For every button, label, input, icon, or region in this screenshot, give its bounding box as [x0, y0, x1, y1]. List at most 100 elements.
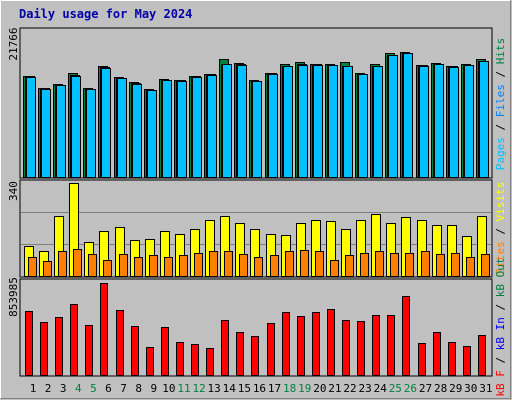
day-label: 1 — [30, 382, 37, 395]
pages-bar — [373, 66, 383, 178]
pages-bar — [449, 67, 459, 178]
sites-bar — [375, 251, 384, 277]
kbf-bar — [342, 320, 350, 376]
kbf-bar — [25, 311, 33, 376]
sites-bar — [405, 253, 414, 277]
day-label: 24 — [374, 382, 388, 395]
sites-bar — [164, 257, 173, 277]
top-legend: Pages / Files / Hits — [494, 38, 507, 171]
bot-legend: kB F / kB In / kB Out — [494, 257, 507, 396]
sites-bar — [421, 251, 430, 277]
day-label: 27 — [419, 382, 432, 395]
pages-bar — [192, 77, 202, 178]
kbf-bar — [251, 336, 259, 376]
day-label: 13 — [208, 382, 221, 395]
sites-bar — [134, 257, 143, 277]
sites-bar — [149, 255, 158, 277]
pages-bar — [71, 76, 81, 178]
kbf-bar — [297, 316, 305, 376]
sites-bar — [451, 253, 460, 277]
kbf-bar — [236, 332, 244, 376]
kbf-bar — [161, 327, 169, 376]
top-max-label: 21766 — [7, 27, 20, 60]
kbf-bar — [463, 346, 471, 376]
sites-bar — [239, 254, 248, 277]
kbf-bar — [55, 317, 63, 376]
chart-marks: 1 2 3 4 5 6 7 8 9 10 11 12 13 14 15 16 17 18 19 20 21 22 23 24 2… — [21, 52, 493, 395]
kbf-bar — [176, 342, 184, 376]
legend-files: Files — [494, 84, 507, 117]
kbf-bar — [206, 348, 214, 376]
day-label: 11 — [177, 382, 190, 395]
sites-bar — [345, 255, 354, 277]
pages-bar — [358, 74, 368, 178]
day-label: 14 — [223, 382, 237, 395]
pages-bar — [177, 81, 187, 178]
legend-sep-1: / — [494, 117, 507, 137]
kbf-bar — [70, 304, 78, 376]
sites-bar — [436, 254, 445, 277]
legend-sep-4: / — [494, 350, 507, 370]
sites-bar — [194, 253, 203, 277]
bot-max-label: 853985 — [7, 277, 20, 317]
pages-bar — [268, 74, 278, 178]
pages-bar — [26, 77, 36, 178]
sites-bar — [330, 260, 339, 277]
pages-bar — [132, 84, 142, 178]
day-label: 28 — [434, 382, 447, 395]
sites-bar — [119, 254, 128, 277]
day-label: 5 — [90, 382, 97, 395]
pages-bar — [237, 65, 247, 178]
pages-bar — [403, 53, 413, 178]
sites-bar — [300, 250, 309, 277]
mid-legend: Sites / Visits — [494, 182, 507, 275]
pages-bar — [313, 65, 323, 178]
kbf-bar — [40, 322, 48, 376]
pages-bar — [283, 66, 293, 178]
day-label: 15 — [238, 382, 251, 395]
pages-bar — [343, 66, 353, 178]
day-label: 23 — [359, 382, 372, 395]
pages-bar — [56, 85, 66, 178]
pages-bar — [117, 78, 127, 178]
sites-bar — [285, 251, 294, 277]
chart-title: Daily usage for May 2024 — [19, 7, 193, 21]
kbf-bar — [478, 335, 486, 376]
day-label: 22 — [343, 382, 356, 395]
sites-bar — [224, 251, 233, 277]
sites-bar — [73, 249, 82, 277]
day-label: 7 — [120, 382, 127, 395]
pages-bar — [479, 61, 489, 178]
kbf-bar — [327, 309, 335, 376]
kbf-bar — [146, 347, 154, 376]
kbf-bar — [116, 310, 124, 376]
day-label: 3 — [60, 382, 67, 395]
pages-bar — [388, 55, 398, 178]
sites-bar — [270, 255, 279, 277]
pages-bar — [298, 65, 308, 178]
day-label: 16 — [253, 382, 266, 395]
pages-bar — [86, 89, 96, 178]
kbf-bar — [85, 325, 93, 376]
kbf-bar — [418, 343, 426, 376]
legend-kbout: kB Out — [494, 257, 507, 297]
kbf-bar — [433, 332, 441, 376]
pages-bar — [419, 66, 429, 178]
day-label: 2 — [45, 382, 52, 395]
sites-bar — [103, 260, 112, 277]
day-label: 10 — [162, 382, 175, 395]
sites-bar — [88, 254, 97, 277]
sites-bar — [360, 253, 369, 277]
sites-bar — [390, 253, 399, 277]
pages-bar — [222, 64, 232, 178]
kbf-bar — [448, 342, 456, 376]
day-label: 6 — [105, 382, 112, 395]
legend-sep-5: / — [494, 297, 507, 317]
day-label: 29 — [449, 382, 462, 395]
sites-bar — [28, 257, 37, 277]
legend-sep-2: / — [494, 64, 507, 84]
sites-bar — [254, 257, 263, 277]
day-label: 26 — [404, 382, 417, 395]
kbf-bar — [221, 320, 229, 376]
